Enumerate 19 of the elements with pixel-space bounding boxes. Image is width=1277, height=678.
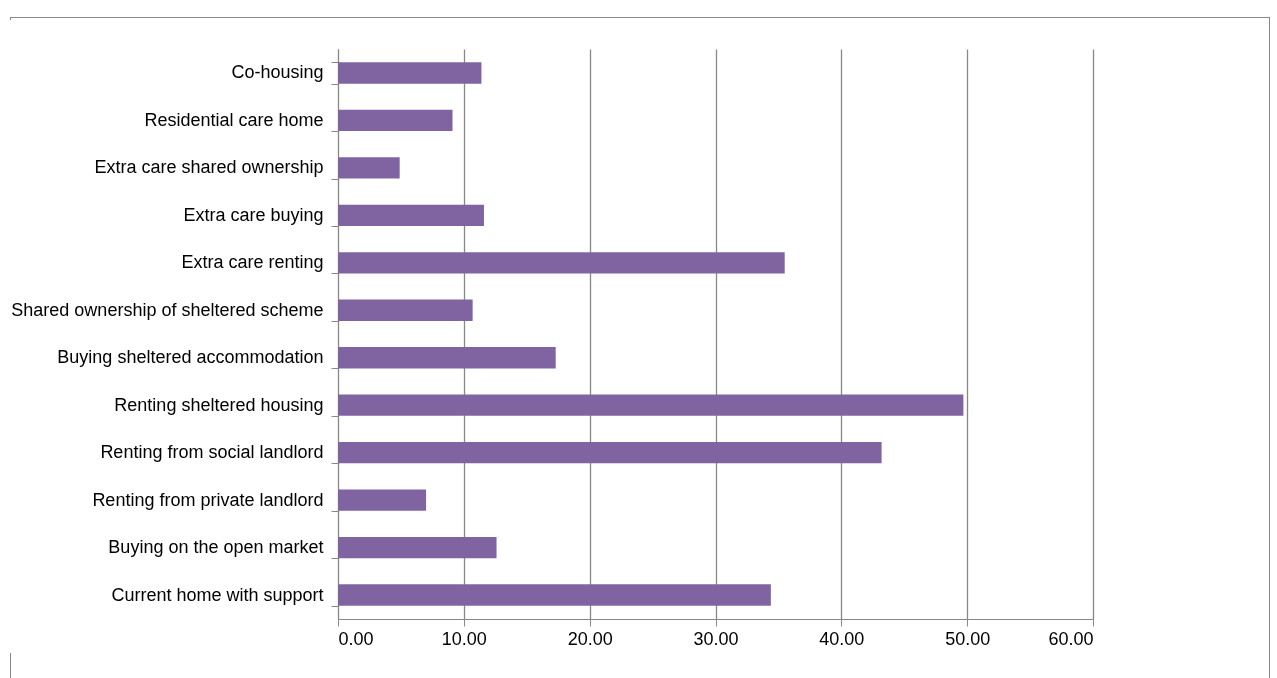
x-tick-label: 40.00 (819, 628, 865, 649)
y-tick-label: Renting from social landlord (100, 442, 324, 463)
x-tick-label: 0.00 (338, 628, 374, 649)
x-tick-label: 20.00 (567, 628, 613, 649)
y-tick-label: Buying sheltered accommodation (57, 347, 324, 368)
y-tick-label: Residential care home (144, 109, 324, 130)
y-tick-label: Current home with support (111, 584, 324, 605)
y-tick-label: Extra care shared ownership (94, 157, 324, 178)
y-tick-label: Co-housing (231, 62, 324, 83)
y-tick-label: Buying on the open market (108, 537, 324, 558)
x-tick-label: 30.00 (693, 628, 739, 649)
y-tick-label: Extra care buying (183, 204, 324, 225)
x-tick-label: 10.00 (441, 628, 487, 649)
y-tick-label: Shared ownership of sheltered scheme (11, 299, 324, 320)
y-tick-label: Extra care renting (181, 252, 324, 273)
y-tick-label: Renting from private landlord (92, 489, 324, 510)
x-tick-label: 60.00 (1048, 628, 1094, 649)
x-tick-label: 50.00 (945, 628, 991, 649)
y-tick-label: Renting sheltered housing (114, 394, 324, 415)
